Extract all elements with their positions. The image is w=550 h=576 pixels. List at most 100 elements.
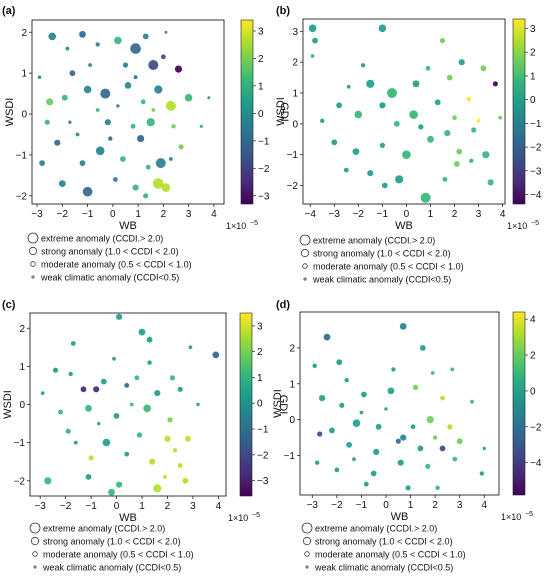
colorbar-label: GDI [278,102,290,122]
data-point [379,102,386,109]
data-point [367,170,374,177]
x-tick-label: −1 [85,501,97,512]
x-axis-label: WB [395,220,413,232]
colorbar-tick-label: 1 [530,71,536,82]
x-tick-label: −3 [31,209,43,220]
data-point [354,110,363,119]
legend-marker-moderate [32,551,38,557]
size-legend: extreme anomaly (CCDI.> 2.0) strong anoma… [301,522,466,573]
data-point [363,481,369,487]
scatter-points [40,313,220,496]
data-point [391,367,396,372]
data-point [334,467,340,473]
data-point [469,158,474,163]
data-point [384,407,388,411]
data-point [346,441,352,448]
data-point [492,81,498,87]
scatter-points [308,24,503,203]
data-point [146,336,153,343]
y-tick-label: 0 [289,415,295,426]
data-point [130,43,141,54]
data-point [466,96,472,102]
data-point [155,158,166,169]
data-point [432,435,438,440]
data-point [169,375,176,381]
data-point [174,65,183,73]
x-tick-label: 3 [457,500,463,511]
x-multiplier: 1×10 [228,513,248,523]
y-tick-label: 1 [289,379,295,390]
data-point [124,82,132,89]
colorbar-tick-label: 3 [530,24,536,35]
colorbar-tick-label: −4 [530,458,542,469]
data-point [100,88,111,99]
data-point [419,345,426,351]
panel-b: (b) −4 −3 −2 −1 0 1 2 3 4 −2 −1 0 1 2 3 WB WSDI 1×10 −5 3 2 1 0… [275,5,542,285]
x-tick-label: −2 [57,209,69,220]
data-point [393,120,400,127]
data-point [470,399,474,404]
colorbar-tick-label: 0 [258,109,264,120]
data-point [164,30,168,34]
data-point [142,33,149,40]
x-tick-label: 3 [476,209,482,220]
colorbar-tick-label: 1 [258,81,264,92]
colorbar-tick-label: −3 [258,191,270,202]
data-point [312,363,317,368]
data-point [196,402,200,407]
data-point [153,484,162,493]
plot-frame [302,18,506,205]
data-point [46,98,54,106]
x-multiplier-exponent: −5 [525,511,533,518]
scatter-points [312,323,486,491]
y-tick-label: 2 [21,28,27,39]
x-tick-label: −1 [377,209,389,220]
panel-c: (c) −3 −2 −1 0 1 2 3 4 −2 −1 0 1 2 WB WSDI 1×10 −5 3 2 1 0 −1 −… [2,299,289,573]
data-point [439,38,446,44]
data-point [482,151,490,159]
data-point [124,451,130,457]
data-point [178,144,184,150]
x-tick-label: −2 [331,500,343,511]
data-point [373,448,380,455]
x-tick-label: 0 [383,500,389,511]
data-point [58,409,63,415]
data-point [116,104,120,108]
y-tick-label: 1 [292,89,298,100]
data-point [70,341,76,346]
data-point [169,157,173,161]
legend-marker-strong [302,536,312,546]
data-point [167,417,173,423]
data-point [343,167,349,173]
data-point [164,435,171,442]
y-tick-label: −2 [16,191,28,202]
data-point [320,118,325,124]
data-point [145,164,151,170]
data-point [95,146,105,156]
colorbar [240,19,254,205]
data-point [129,402,134,407]
x-tick-label: 2 [452,209,458,220]
data-point [37,75,42,79]
y-tick-label: 1 [21,69,27,80]
x-tick-label: 4 [216,501,222,512]
data-point [312,37,318,44]
legend-label: moderate anomaly (0.5 < CCDI < 1.0) [41,260,192,270]
data-point [161,183,171,192]
data-point [151,108,156,112]
colorbar-tick-label: 0 [530,386,536,397]
legend-label: moderate anomaly (0.5 < CCDI < 1.0) [43,550,194,560]
data-point [440,395,445,401]
data-point [184,93,193,102]
legend-marker-moderate [304,551,310,557]
y-tick-label: 0 [292,119,298,130]
legend-marker-weak [303,277,307,281]
colorbar-tick-label: −3 [530,166,542,177]
data-point [132,184,139,191]
legend-label: extreme anomaly (CCDI.> 2.0) [41,234,163,244]
data-point [397,459,404,466]
legend-label: strong anomaly (1.0 < CCDI < 2.0) [43,537,181,547]
colorbar-tick-label: −1 [530,119,542,130]
colorbar [512,311,526,496]
data-point [395,175,404,184]
